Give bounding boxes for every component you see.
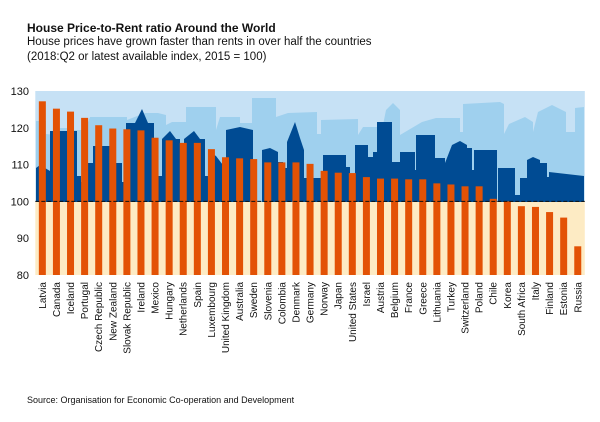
- x-tick-label: Belgium: [390, 282, 401, 318]
- bar-iceland: [67, 111, 75, 275]
- x-tick-label: New Zealand: [108, 282, 119, 341]
- chart-title: House Price-to-Rent ratio Around the Wor…: [27, 21, 276, 35]
- bar-chile: [489, 198, 497, 275]
- bar-norway: [320, 170, 328, 275]
- x-tick-label: Russia: [573, 282, 584, 313]
- bar-korea: [503, 201, 511, 275]
- bar-austria: [376, 178, 384, 275]
- bar-italy: [531, 206, 539, 275]
- x-tick-label: Latvia: [38, 282, 49, 309]
- x-tick-label: Finland: [545, 282, 556, 315]
- x-tick-label: Canada: [52, 282, 63, 317]
- bar-latvia: [38, 101, 46, 275]
- x-tick-label: Germany: [306, 282, 317, 323]
- x-tick-label: Australia: [235, 282, 246, 321]
- bar-finland: [546, 212, 554, 275]
- x-tick-label: Hungary: [165, 282, 176, 320]
- x-tick-label: Israel: [362, 282, 373, 306]
- bar-russia: [574, 246, 582, 275]
- x-tick-label: Netherlands: [179, 282, 190, 336]
- bar-lithuania: [433, 183, 441, 275]
- x-tick-label: Mexico: [151, 282, 162, 314]
- bar-poland: [475, 186, 483, 275]
- bar-israel: [362, 177, 370, 275]
- bar-turkey: [447, 184, 455, 275]
- bar-united-kingdom: [222, 157, 230, 275]
- bar-sweden: [250, 159, 258, 275]
- bar-greece: [419, 179, 427, 275]
- x-tick-label: Luxembourg: [207, 282, 218, 338]
- x-tick-label: South Africa: [517, 282, 528, 336]
- x-tick-label: Chile: [489, 282, 500, 305]
- x-tick-label: Switzerland: [461, 282, 472, 334]
- bar-switzerland: [461, 186, 469, 275]
- x-tick-label: Sweden: [249, 282, 260, 318]
- bar-new-zealand: [109, 128, 117, 275]
- bar-slovenia: [264, 162, 272, 275]
- bar-colombia: [278, 162, 286, 275]
- x-tick-label: Colombia: [277, 282, 288, 325]
- x-tick-label: United Kingdom: [221, 282, 232, 353]
- x-tick-label: Japan: [334, 282, 345, 309]
- x-tick-label: Lithuania: [432, 282, 443, 323]
- bar-estonia: [560, 217, 568, 275]
- y-tick-label: 80: [17, 270, 29, 282]
- bar-hungary: [165, 140, 173, 275]
- x-tick-label: United States: [348, 282, 359, 342]
- x-tick-label: Czech Republic: [94, 282, 105, 352]
- bar-denmark: [292, 162, 300, 275]
- x-tick-label: Slovenia: [263, 282, 274, 321]
- bar-south-africa: [517, 206, 525, 275]
- x-tick-label: Slovak Republic: [122, 282, 133, 354]
- skyline-dark-decoration: [36, 109, 584, 202]
- y-tick-label: 120: [11, 123, 29, 135]
- bar-spain: [193, 142, 201, 275]
- bar-japan: [334, 172, 342, 275]
- bar-france: [405, 179, 413, 275]
- bar-mexico: [151, 137, 159, 275]
- bar-czech-republic: [95, 125, 103, 275]
- x-tick-label: Iceland: [66, 282, 77, 314]
- x-tick-label: Denmark: [291, 281, 302, 323]
- y-tick-label: 110: [11, 160, 29, 172]
- bar-germany: [306, 163, 314, 275]
- x-tick-label: Austria: [376, 282, 387, 314]
- x-tick-label: Ireland: [136, 282, 147, 313]
- x-tick-label: Poland: [475, 282, 486, 313]
- bar-ireland: [137, 130, 145, 275]
- bar-netherlands: [179, 142, 187, 275]
- x-tick-label: Italy: [531, 282, 542, 300]
- y-tick-label: 100: [11, 196, 29, 208]
- x-tick-label: Korea: [503, 282, 514, 309]
- source-note: Source: Organisation for Economic Co-ope…: [27, 395, 295, 405]
- chart-subtitle-line-1: House prices have grown faster than rent…: [27, 36, 372, 48]
- bar-luxembourg: [207, 149, 215, 275]
- y-tick-label: 90: [17, 233, 29, 245]
- x-tick-label: Turkey: [446, 282, 457, 312]
- x-tick-label: Portugal: [80, 282, 91, 319]
- y-tick-label: 130: [11, 86, 29, 98]
- bar-portugal: [81, 117, 89, 275]
- bar-australia: [236, 158, 244, 275]
- x-tick-label: Greece: [418, 282, 429, 315]
- x-tick-label: Spain: [193, 282, 204, 308]
- bar-united-states: [348, 173, 356, 275]
- bar-slovak-republic: [123, 129, 131, 275]
- x-tick-label: Norway: [320, 282, 331, 316]
- x-tick-label: Estonia: [559, 282, 570, 316]
- x-tick-label: France: [404, 282, 415, 314]
- bar-belgium: [391, 178, 399, 275]
- chart-subtitle-line-2: (2018:Q2 or latest available index, 2015…: [27, 51, 267, 63]
- bar-canada: [52, 108, 60, 275]
